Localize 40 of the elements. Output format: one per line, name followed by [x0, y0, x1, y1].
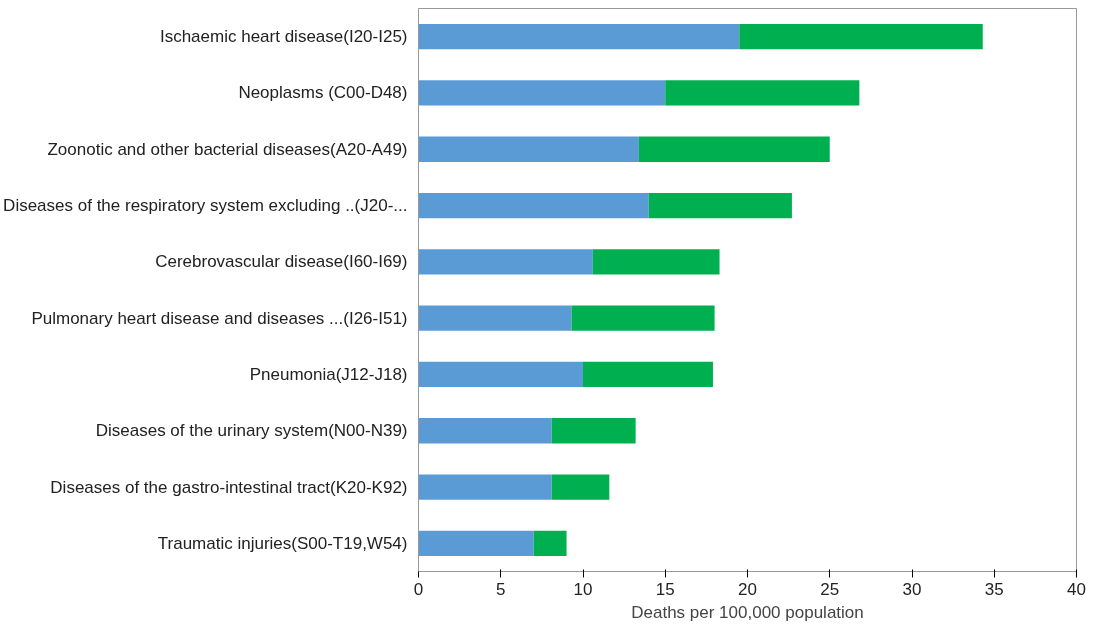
bar: [583, 361, 713, 388]
bar: [551, 418, 636, 444]
y-tick-label: Pulmonary heart disease and diseases ...(I26-I51): [31, 308, 408, 328]
x-tick-label: 0: [413, 579, 424, 599]
y-tick-label: Diseases of the gastro-intestinal tract(K20-K92): [50, 477, 408, 497]
bar: [418, 80, 666, 106]
bar: [739, 23, 983, 50]
bar: [571, 305, 715, 331]
bar: [418, 192, 649, 219]
x-tick-label: 15: [655, 579, 675, 599]
x-tick-label: 35: [984, 579, 1004, 599]
bar: [418, 530, 534, 557]
bar: [665, 80, 860, 106]
bar: [533, 530, 567, 557]
y-tick-label: Ischaemic heart disease(I20-I25): [159, 27, 408, 47]
x-tick-label: 20: [738, 579, 757, 599]
y-tick-label: Zoonotic and other bacterial diseases(A20-A49): [47, 139, 408, 159]
y-tick-label: Pneumonia(J12-J18): [249, 364, 408, 384]
bar: [418, 305, 572, 331]
x-axis-title: Deaths per 100,000 population: [631, 602, 864, 622]
bar: [418, 249, 593, 275]
bar: [638, 136, 830, 162]
x-tick-label: 25: [820, 579, 840, 599]
bar: [418, 418, 552, 444]
bar: [592, 249, 720, 275]
bar: [418, 136, 639, 162]
y-tick-label: Diseases of the respiratory system excluding ..(J20-...: [3, 196, 408, 216]
y-tick-label: Neoplasms (C00-D48): [238, 83, 408, 103]
y-tick-label: Diseases of the urinary system(N00-N39): [95, 421, 408, 441]
bar: [648, 192, 792, 219]
y-tick-label: Cerebrovascular disease(I60-I69): [155, 252, 408, 272]
bar: [418, 474, 552, 500]
bar: [418, 23, 740, 50]
x-tick-label: 10: [573, 579, 593, 599]
bar: [551, 474, 610, 500]
bar: [418, 361, 583, 388]
x-tick-label: 40: [1067, 579, 1086, 599]
y-tick-label: Traumatic injuries(S00-T19,W54): [157, 533, 408, 553]
x-tick-label: 5: [496, 579, 506, 599]
x-tick-label: 30: [902, 579, 922, 599]
